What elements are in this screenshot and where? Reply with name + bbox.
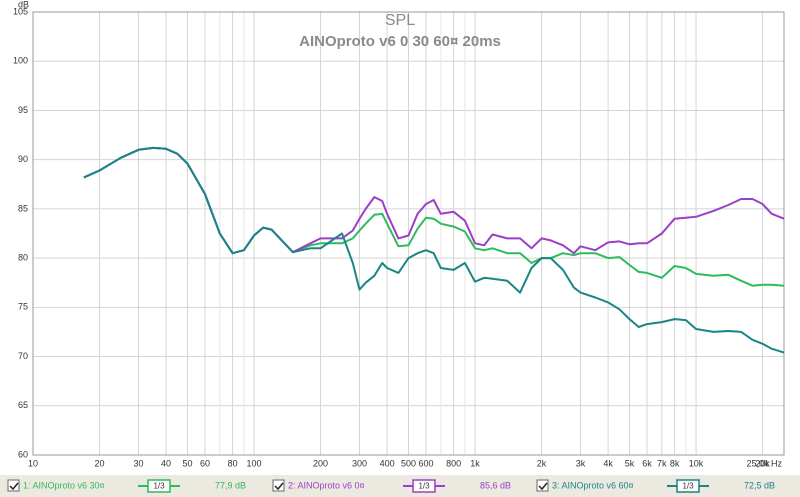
legend-checkbox[interactable] bbox=[272, 479, 285, 492]
y-tick-label: 100 bbox=[13, 56, 28, 66]
y-tick-label: 85 bbox=[18, 203, 28, 213]
x-tick-label: 8k bbox=[670, 458, 680, 468]
x-tick-label: 10k bbox=[689, 458, 704, 468]
x-tick-label: 400 bbox=[380, 458, 395, 468]
plot: 60 65 70 75 80 85 90 95 100 105 10 20 30 40 50 60 80 100 2… bbox=[13, 6, 785, 468]
x-tick-label: 80 bbox=[228, 458, 238, 468]
legend-checkbox[interactable] bbox=[7, 479, 20, 492]
x-tick-label: 800 bbox=[446, 458, 461, 468]
x-tick-label: 6k bbox=[642, 458, 652, 468]
x-tick-label: 10 bbox=[28, 458, 38, 468]
x-tick-label: 100 bbox=[247, 458, 262, 468]
y-tick-label: 95 bbox=[18, 105, 28, 115]
legend-label: 3: AINOproto v6 60¤ bbox=[552, 480, 634, 490]
x-tick-label: 30 bbox=[133, 458, 143, 468]
plot-border bbox=[32, 11, 785, 456]
legend-label: 2: AINOproto v6 0¤ bbox=[288, 480, 365, 490]
legend-label: 1: AINOproto v6 30¤ bbox=[23, 480, 105, 490]
smoothing-box bbox=[676, 479, 700, 493]
y-tick-label: 65 bbox=[18, 400, 28, 410]
checkmark bbox=[538, 482, 548, 491]
checkmark bbox=[9, 482, 19, 491]
y-tick-label: 90 bbox=[18, 154, 28, 164]
smoothing-label: 1/3 bbox=[418, 482, 430, 491]
chart-subtitle: AINOproto v6 0 30 60¤ 20ms bbox=[299, 33, 501, 50]
legend-level: 85,6 dB bbox=[480, 480, 511, 490]
x-tick-label: 5k bbox=[625, 458, 635, 468]
x-tick-label: 600 bbox=[418, 458, 433, 468]
x-tick-label: 3k bbox=[576, 458, 586, 468]
x-tick-label: 20 bbox=[95, 458, 105, 468]
y-axis-label: dB bbox=[18, 0, 29, 9]
legend-level: 77,9 dB bbox=[215, 480, 246, 490]
y-tick-label: 60 bbox=[18, 449, 28, 459]
legend-bar bbox=[0, 475, 800, 497]
smoothing-label: 1/3 bbox=[682, 482, 694, 491]
x-tick-label: 20k bbox=[755, 458, 770, 468]
x-tick-label: 7k bbox=[657, 458, 667, 468]
checkmark bbox=[274, 482, 284, 491]
y-tick-label: 80 bbox=[18, 252, 28, 262]
x-tick-label: 1k bbox=[470, 458, 480, 468]
legend-level: 72,5 dB bbox=[744, 480, 775, 490]
x-tick-label: 40 bbox=[161, 458, 171, 468]
x-tick-label: 25,0k Hz bbox=[746, 458, 782, 468]
series-line bbox=[83, 146, 785, 354]
smoothing-box bbox=[147, 479, 171, 493]
x-tick-label: 50 bbox=[182, 458, 192, 468]
x-tick-label: 4k bbox=[603, 458, 613, 468]
y-tick-label: 70 bbox=[18, 351, 28, 361]
chart-title: SPL bbox=[385, 12, 415, 29]
x-tick-label: 200 bbox=[313, 458, 328, 468]
legend: 1: AINOproto v6 30¤ 1/3 77,9 dB 2: AINOprot… bbox=[7, 479, 775, 493]
y-tick-label: 75 bbox=[18, 302, 28, 312]
smoothing-label: 1/3 bbox=[153, 482, 165, 491]
x-tick-label: 500 bbox=[401, 458, 416, 468]
x-tick-label: 2k bbox=[537, 458, 547, 468]
y-tick-label: 105 bbox=[13, 6, 28, 16]
x-tick-label: 300 bbox=[352, 458, 367, 468]
legend-checkbox[interactable] bbox=[536, 479, 549, 492]
x-tick-label: 60 bbox=[200, 458, 210, 468]
smoothing-box bbox=[412, 479, 436, 493]
